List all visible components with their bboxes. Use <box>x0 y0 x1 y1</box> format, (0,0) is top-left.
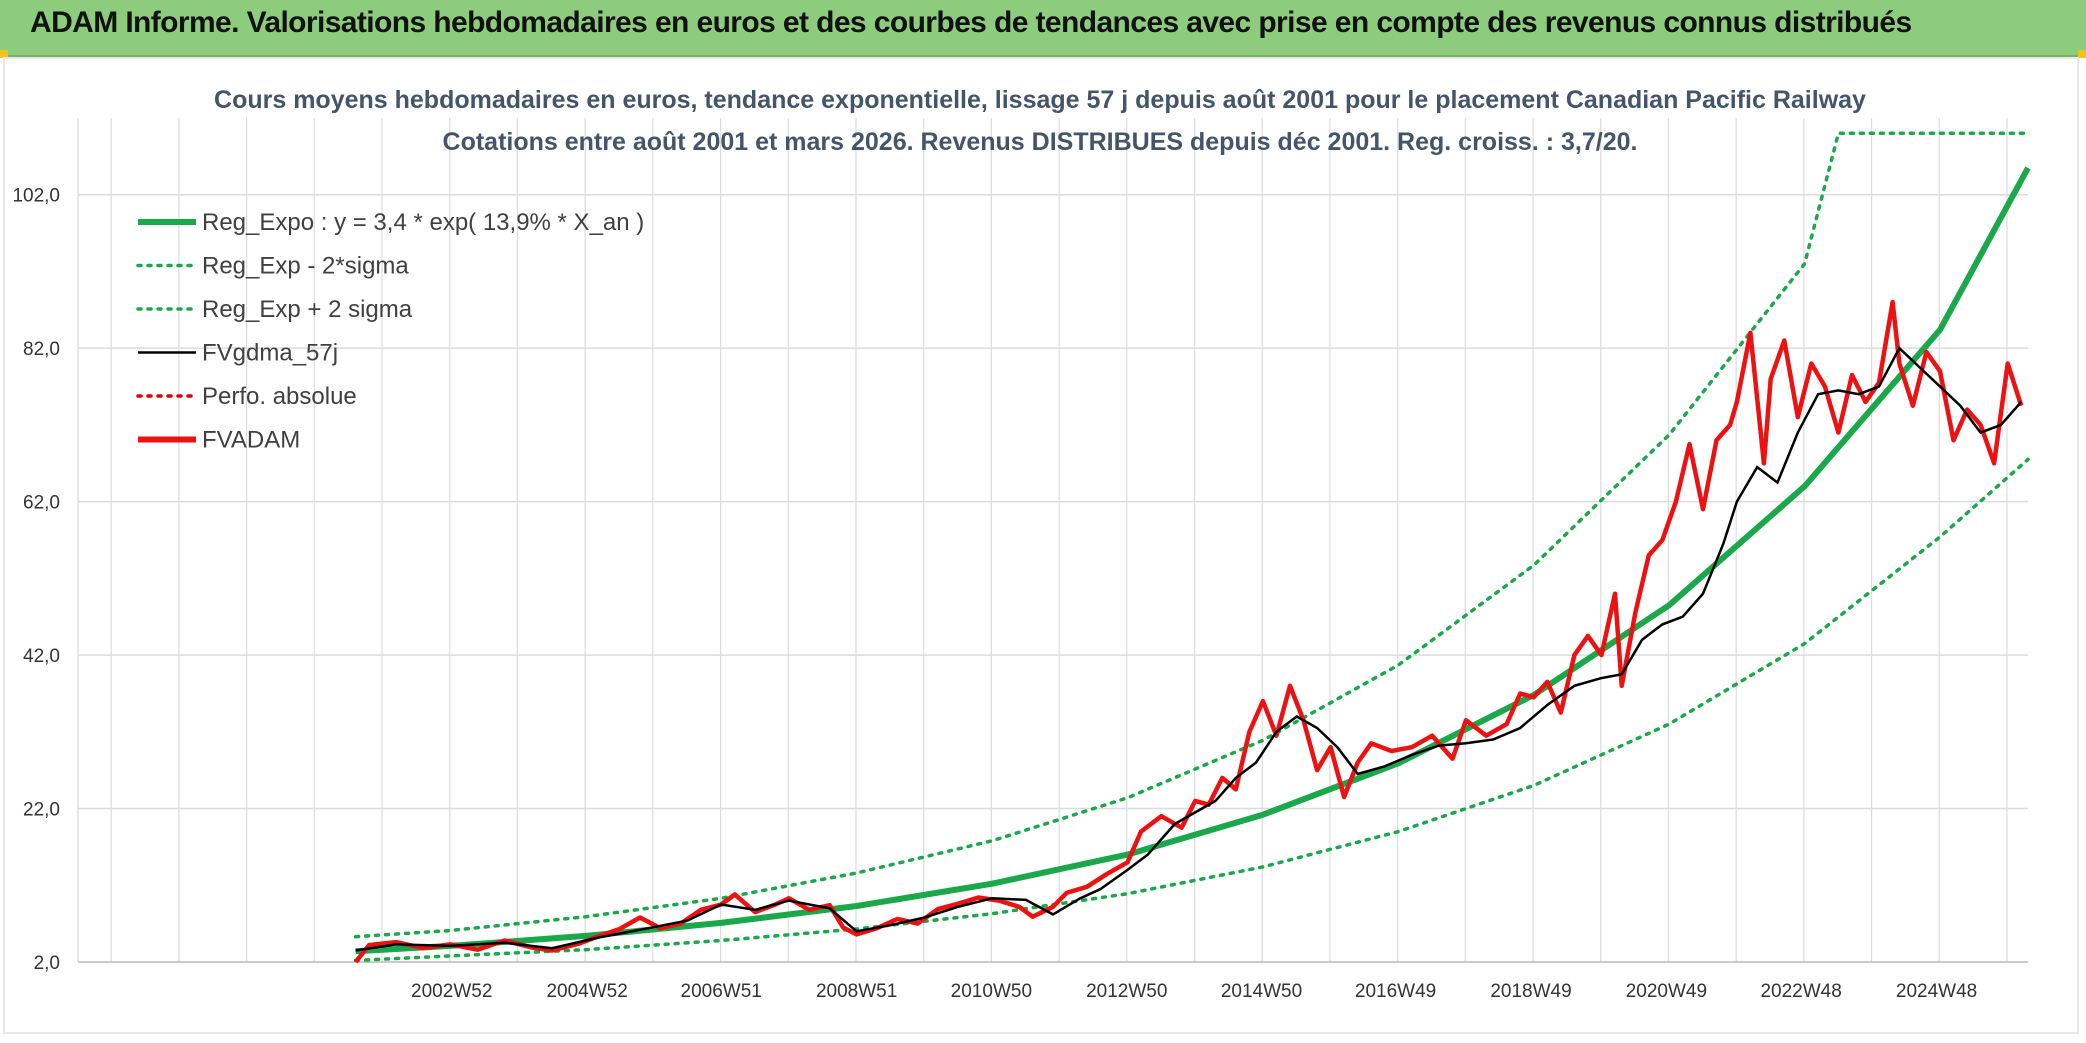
series-line-1 <box>353 457 2030 963</box>
axis-layer: 2,0 22,0 42,0 62,0 82,0 102,0 2002W52 2004W52 20… <box>12 118 2028 1002</box>
series-line-0 <box>355 166 2031 955</box>
legend: Reg_Expo : y = 3,4 * exp( 13,9% * X_an )… <box>136 209 644 454</box>
x-tick-label: 2020W49 <box>1626 981 1707 1002</box>
grid-layer <box>78 118 2028 963</box>
report-title: ADAM Informe. Valorisations hebdomadaire… <box>30 6 1912 39</box>
legend-entry: Reg_Exp + 2 sigma <box>202 296 413 323</box>
series-line-5 <box>353 299 2024 964</box>
x-tick-label: 2010W50 <box>951 981 1032 1002</box>
legend-entry: FVgdma_57j <box>202 340 338 367</box>
y-tick-label: 42,0 <box>23 646 60 667</box>
series-layer <box>353 131 2031 964</box>
frame-corner-right <box>2078 50 2086 58</box>
x-tick-label: 2022W48 <box>1760 981 1841 1002</box>
x-tick-label: 2014W50 <box>1221 981 1302 1002</box>
legend-entry: Reg_Expo : y = 3,4 * exp( 13,9% * X_an ) <box>202 209 644 236</box>
x-tick-label: 2016W49 <box>1355 981 1436 1002</box>
y-tick-label: 62,0 <box>23 493 60 514</box>
report-banner: ADAM Informe. Valorisations hebdomadaire… <box>0 0 2086 57</box>
x-tick-label: 2024W48 <box>1896 981 1977 1002</box>
legend-entry: Reg_Exp - 2*sigma <box>202 253 409 280</box>
x-tick-label: 2006W51 <box>681 981 762 1002</box>
y-tick-label: 2,0 <box>34 953 60 974</box>
x-tick-label: 2002W52 <box>411 981 492 1002</box>
legend-entry: Perfo. absolue <box>202 383 357 410</box>
y-tick-label: 22,0 <box>23 800 60 821</box>
y-tick-label: 102,0 <box>12 186 60 207</box>
series-line-2 <box>353 131 2030 939</box>
chart-subtitle: Cotations entre août 2001 et mars 2026. … <box>443 128 1638 156</box>
x-tick-label: 2018W49 <box>1490 981 1571 1002</box>
x-tick-label: 2004W52 <box>546 981 627 1002</box>
x-tick-label: 2012W50 <box>1086 981 1167 1002</box>
legend-entry: FVADAM <box>202 427 300 454</box>
chart-frame <box>3 57 2079 1034</box>
x-tick-label: 2008W51 <box>816 981 897 1002</box>
frame-corner-left <box>0 50 8 58</box>
y-tick-label: 82,0 <box>23 339 60 360</box>
series-line-3 <box>355 346 2023 952</box>
chart-title: Cours moyens hebdomadaires en euros, ten… <box>214 86 1866 114</box>
